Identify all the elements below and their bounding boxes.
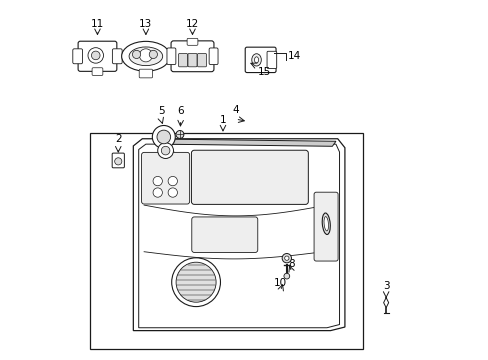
Circle shape (168, 188, 177, 197)
Ellipse shape (122, 41, 170, 71)
FancyBboxPatch shape (244, 47, 276, 73)
FancyBboxPatch shape (209, 48, 218, 64)
Circle shape (91, 51, 100, 60)
Text: 7: 7 (169, 154, 176, 164)
Polygon shape (160, 139, 335, 146)
Circle shape (132, 50, 141, 59)
FancyBboxPatch shape (112, 153, 124, 168)
Circle shape (282, 253, 291, 263)
FancyBboxPatch shape (112, 49, 122, 64)
Text: 12: 12 (185, 19, 199, 29)
Circle shape (157, 130, 170, 144)
FancyBboxPatch shape (78, 41, 117, 71)
FancyBboxPatch shape (266, 51, 276, 68)
FancyBboxPatch shape (73, 49, 82, 64)
Text: 14: 14 (287, 51, 301, 61)
Circle shape (152, 126, 175, 148)
Circle shape (153, 176, 162, 186)
Text: 4: 4 (232, 105, 238, 116)
Text: 1: 1 (219, 115, 226, 125)
FancyBboxPatch shape (166, 48, 176, 64)
Text: 10: 10 (273, 278, 286, 288)
Text: 8: 8 (288, 258, 295, 269)
Circle shape (176, 131, 183, 138)
FancyBboxPatch shape (197, 54, 206, 67)
Circle shape (115, 158, 122, 165)
FancyBboxPatch shape (187, 38, 198, 45)
Ellipse shape (322, 213, 329, 234)
Circle shape (149, 50, 157, 59)
Circle shape (161, 146, 169, 155)
Ellipse shape (129, 47, 163, 66)
Ellipse shape (324, 217, 328, 231)
Circle shape (284, 273, 289, 279)
Circle shape (139, 49, 152, 62)
Circle shape (176, 262, 216, 302)
FancyBboxPatch shape (178, 54, 187, 67)
Circle shape (171, 258, 220, 307)
FancyBboxPatch shape (171, 41, 214, 72)
Circle shape (284, 256, 288, 260)
Polygon shape (133, 139, 344, 330)
FancyBboxPatch shape (313, 192, 337, 261)
Ellipse shape (251, 54, 261, 66)
Bar (90, 134, 362, 348)
Circle shape (168, 176, 177, 186)
Circle shape (88, 48, 103, 63)
Circle shape (158, 143, 173, 158)
Ellipse shape (254, 57, 258, 63)
Text: 2: 2 (115, 134, 122, 144)
FancyBboxPatch shape (142, 152, 189, 204)
Text: 3: 3 (382, 281, 388, 291)
FancyBboxPatch shape (191, 150, 308, 204)
Text: 6: 6 (177, 106, 183, 116)
FancyBboxPatch shape (191, 217, 257, 252)
FancyBboxPatch shape (139, 69, 152, 78)
FancyBboxPatch shape (92, 68, 102, 76)
Text: 15: 15 (258, 67, 271, 77)
Text: 13: 13 (139, 19, 152, 29)
Text: 11: 11 (91, 19, 104, 29)
FancyBboxPatch shape (187, 54, 197, 67)
Circle shape (153, 188, 162, 197)
Text: 9: 9 (326, 193, 333, 203)
Text: 5: 5 (158, 106, 164, 116)
